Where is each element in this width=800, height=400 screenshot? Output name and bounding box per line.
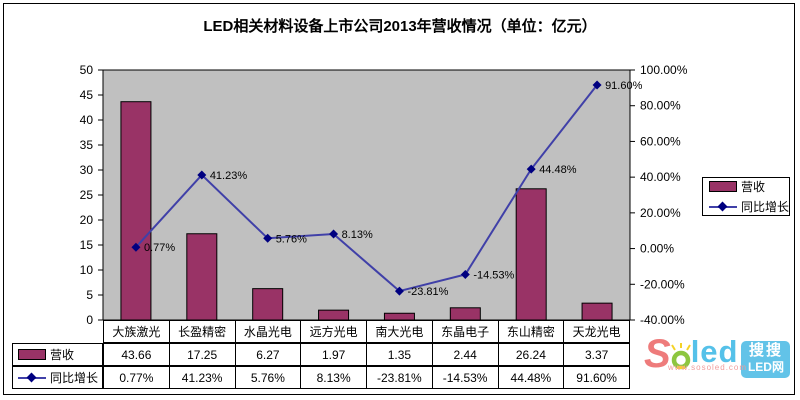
logo-letter-s: S: [644, 332, 671, 376]
revenue-bar: [120, 101, 152, 321]
right-axis-label: 40.00%: [640, 170, 681, 184]
soled-logo-text: S led www.sosoled.com: [644, 332, 746, 376]
right-axis-label: 60.00%: [640, 134, 681, 148]
growth-data-label: -23.81%: [407, 286, 448, 298]
left-axis-label: 5: [86, 288, 93, 302]
soled-badge: 搜搜 LED网: [741, 341, 791, 378]
table-cell-value: 1.97: [300, 344, 366, 365]
legend-entry-growth: 同比增长: [709, 198, 789, 215]
table-cell-category: 东山精密: [497, 321, 564, 342]
left-axis-label: 50: [80, 63, 94, 77]
right-axis-label: 0.00%: [640, 242, 674, 256]
table-cell-value: -14.53%: [431, 367, 498, 388]
table-row-header: 同比增长: [13, 367, 103, 388]
table-cell-category: 大族激光: [112, 325, 161, 339]
table-row-header: 营收: [13, 344, 103, 365]
table-cell-category: 天龙光电: [563, 321, 629, 342]
growth-data-label: -14.53%: [473, 270, 514, 282]
growth-marker: [394, 286, 404, 296]
table-cell-value: 8.13%: [300, 367, 366, 388]
growth-data-label: 5.76%: [276, 233, 307, 245]
revenue-swatch-icon: [18, 349, 46, 360]
left-axis-label: 45: [80, 88, 94, 102]
left-axis-label: 30: [80, 163, 94, 177]
revenue-bar: [581, 302, 613, 321]
revenue-bar: [252, 288, 284, 321]
table-cell-value: 3.37: [563, 344, 629, 365]
table-row-label: 营收: [50, 348, 75, 362]
logo-letters-led: led: [690, 334, 739, 369]
revenue-swatch-icon: [709, 181, 737, 192]
table-cell-category: 水晶光电: [234, 321, 301, 342]
table-cell-category: 东晶电子: [431, 321, 498, 342]
watermark-url: www.sosoled.com: [668, 363, 748, 372]
growth-data-label: 44.48%: [539, 164, 577, 176]
right-axis-label: 80.00%: [640, 99, 681, 113]
legend-entry-revenue: 营收: [709, 178, 789, 195]
table-cell-category: 南大光电: [366, 321, 432, 342]
right-axis-label: -40.00%: [640, 313, 685, 327]
left-axis-label: 10: [80, 263, 94, 277]
table-cell-value: 6.27: [234, 344, 301, 365]
revenue-bar: [318, 309, 350, 321]
growth-marker: [131, 242, 141, 252]
table-cell-category: 远方光电: [300, 321, 366, 342]
revenue-bar: [449, 307, 481, 321]
left-axis-label: 35: [80, 138, 94, 152]
table-cell-value: 41.23%: [168, 367, 235, 388]
growth-line: [135, 84, 598, 293]
table-category-row: 大族激光 长盈精密 水晶光电 远方光电 南大光电 东晶电子 东山精密 天龙光电: [103, 320, 630, 343]
table-cell-value: 0.77%: [103, 367, 169, 388]
table-row-label: 同比增长: [50, 371, 99, 385]
chart-title: LED相关材料设备上市公司2013年营收情况（单位：亿元）: [203, 18, 597, 35]
revenue-bar: [383, 312, 415, 321]
left-axis-label: 0: [86, 313, 93, 327]
left-axis-label: 20: [80, 213, 94, 227]
revenue-bar: [515, 188, 547, 321]
legend-box: 营收 同比增长: [702, 177, 790, 216]
table-cell-value: 26.24: [497, 344, 564, 365]
growth-data-label: 91.60%: [605, 80, 643, 92]
growth-line-marker-icon: [709, 202, 737, 211]
growth-marker: [460, 270, 470, 280]
badge-line1: 搜搜: [748, 342, 783, 359]
growth-marker: [526, 164, 536, 174]
growth-data-label: 0.77%: [144, 242, 175, 254]
right-axis-label: 20.00%: [640, 206, 681, 220]
left-axis-label: 25: [80, 188, 94, 202]
right-axis-label: 100.00%: [640, 63, 688, 77]
table-value-row: 同比增长 0.77% 41.23% 5.76% 8.13% -23.81% -14.53% 4…: [12, 366, 630, 389]
growth-marker: [592, 80, 602, 90]
table-cell-value: 43.66: [103, 344, 169, 365]
legend-label-growth: 同比增长: [741, 200, 790, 214]
table-cell-category: 长盈精密: [168, 321, 235, 342]
growth-line-marker-icon: [18, 373, 46, 382]
revenue-bar: [186, 233, 218, 321]
badge-line2: LED网: [747, 360, 784, 374]
legend-label-revenue: 营收: [741, 180, 766, 194]
table-cell-value: 44.48%: [497, 367, 564, 388]
right-axis-label: -20.00%: [640, 277, 685, 291]
table-cell-value: -23.81%: [366, 367, 432, 388]
growth-data-label: 41.23%: [210, 170, 248, 182]
watermark-logo: S led www.sosoled.com 搜搜 LED网: [644, 334, 796, 392]
table-cell-value: 91.60%: [563, 367, 629, 388]
growth-marker: [197, 170, 207, 180]
growth-data-label: 8.13%: [342, 229, 373, 241]
table-value-row: 营收 43.66 17.25 6.27 1.97 1.35 2.44 26.24 3.37: [12, 343, 630, 366]
led-bulb-icon: [670, 343, 691, 370]
growth-marker: [263, 233, 273, 243]
left-axis-label: 15: [80, 238, 94, 252]
growth-marker: [329, 229, 339, 239]
table-cell-value: 2.44: [431, 344, 498, 365]
table-cell-value: 1.35: [366, 344, 432, 365]
table-cell-value: 5.76%: [234, 367, 301, 388]
table-cell-value: 17.25: [168, 344, 235, 365]
left-axis-label: 40: [80, 113, 94, 127]
plot-background: [102, 69, 631, 321]
